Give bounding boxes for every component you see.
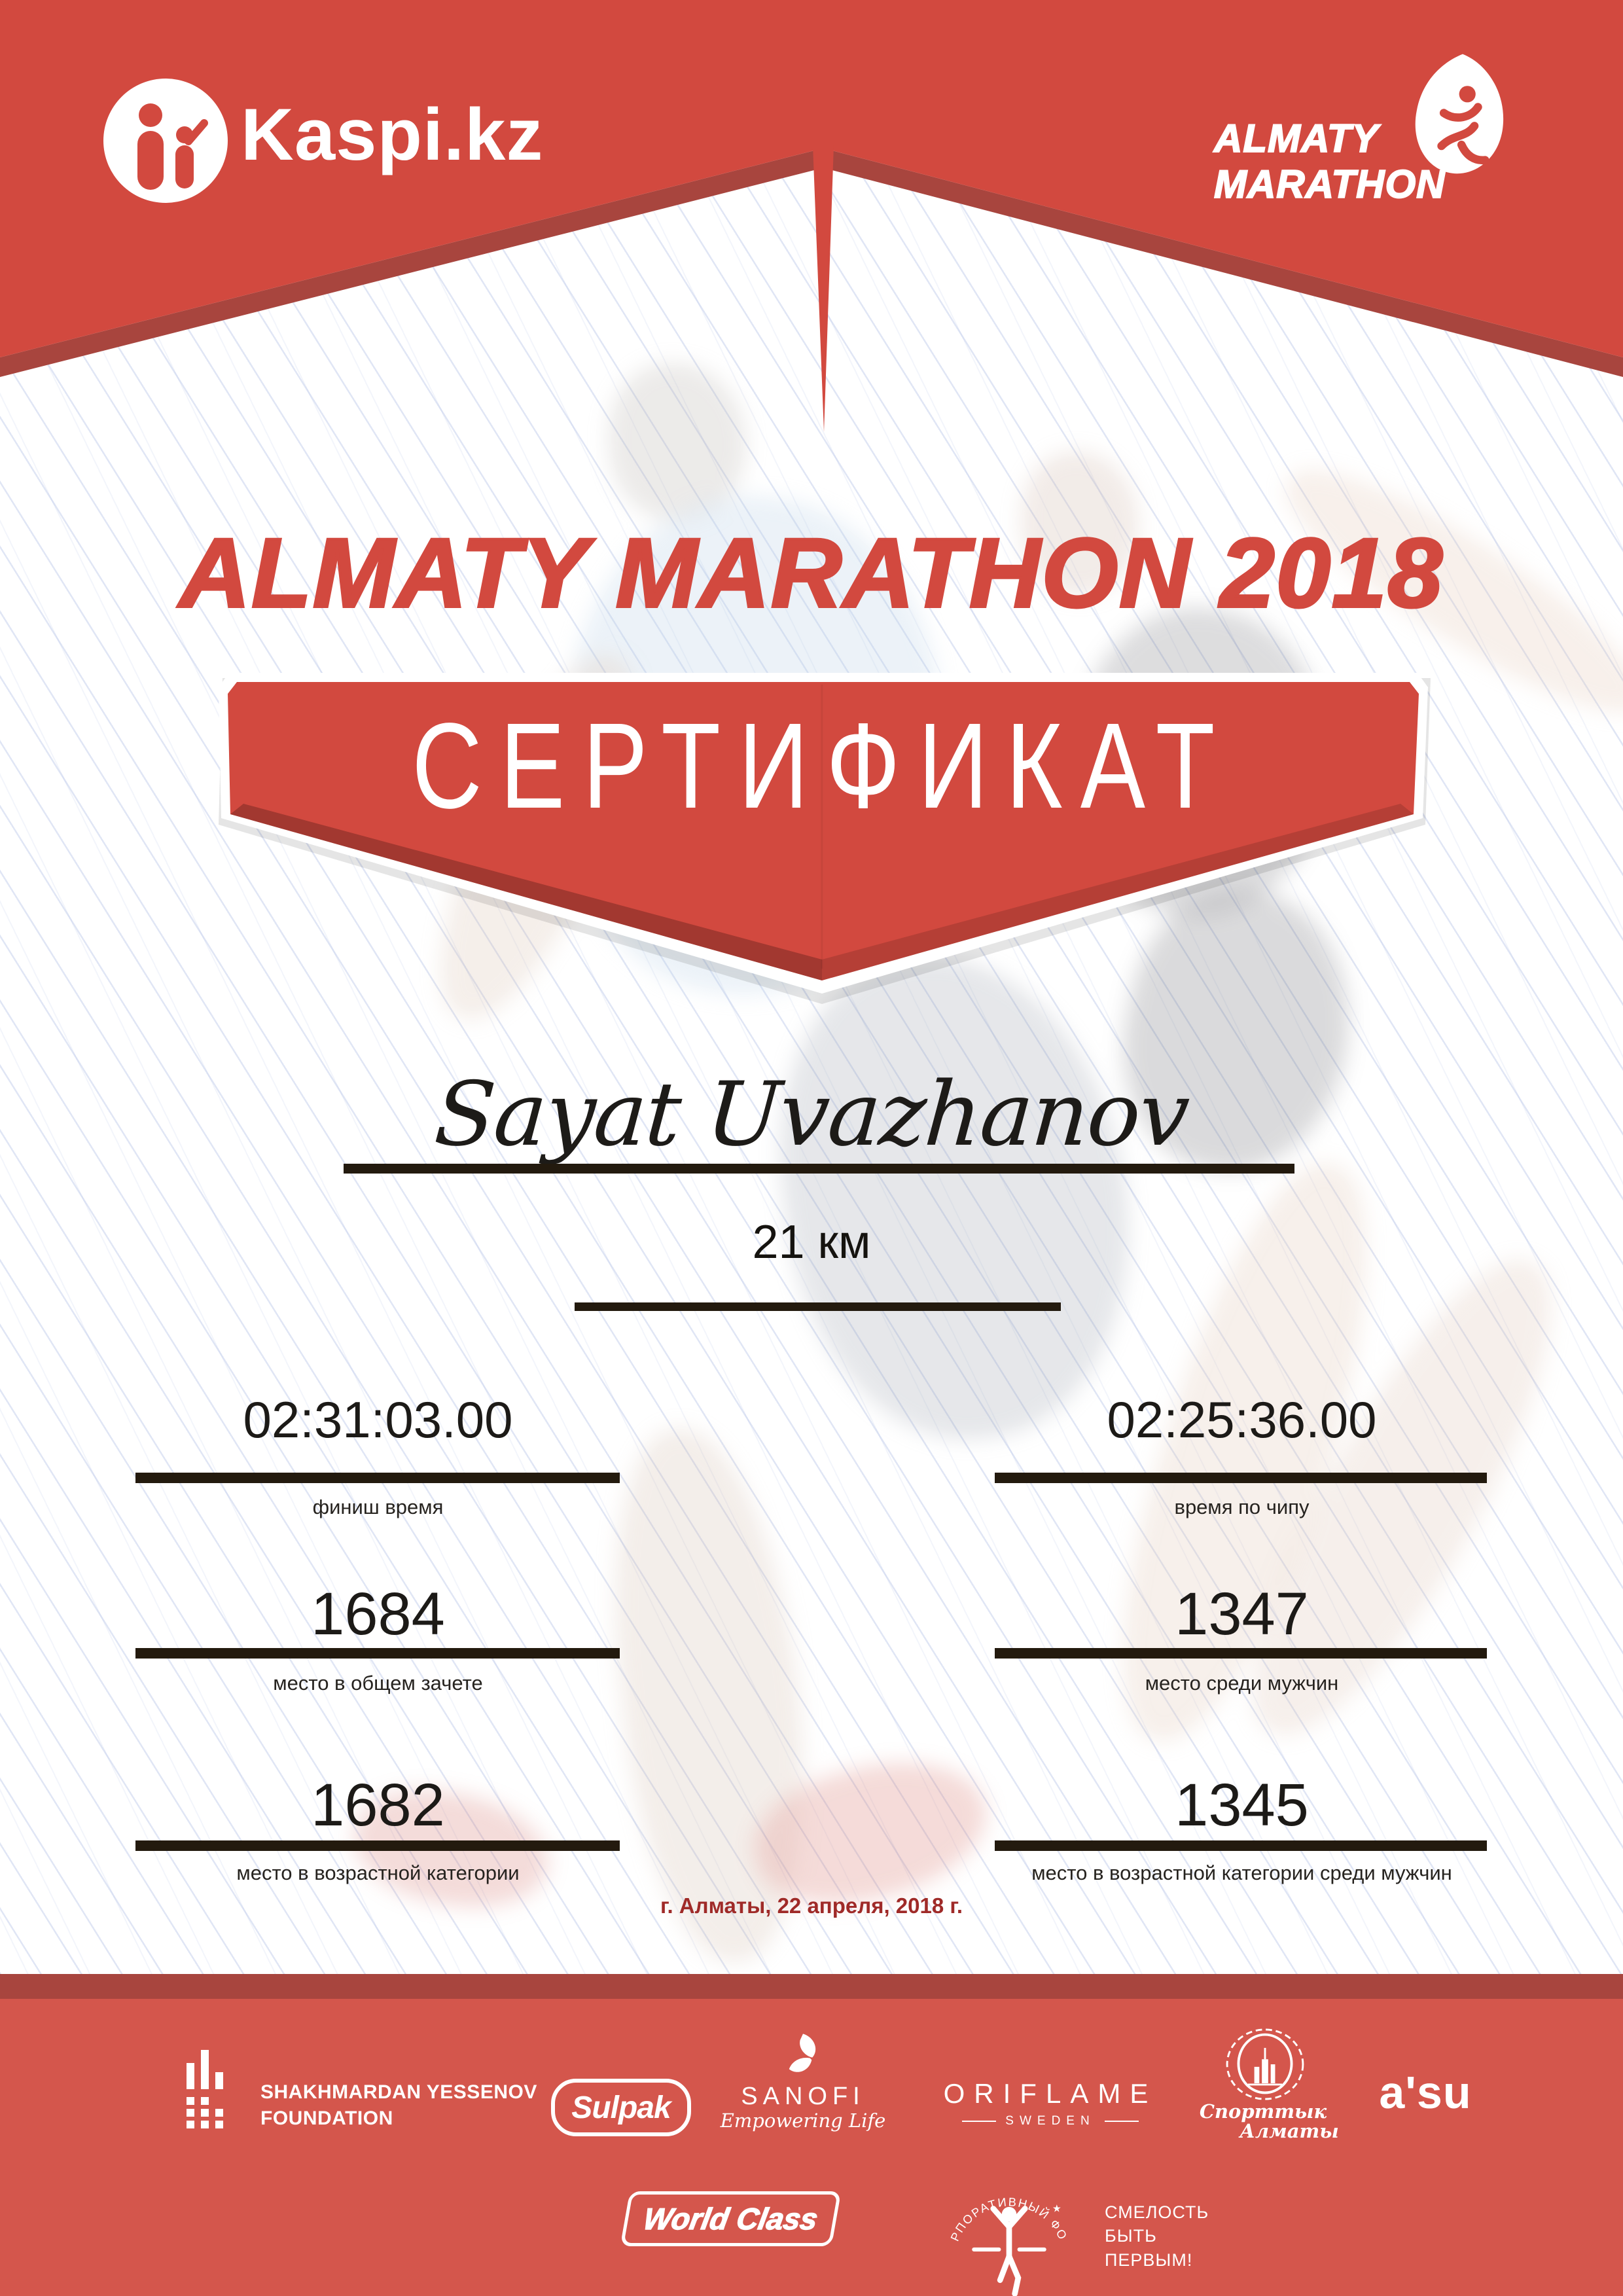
stat-rule — [995, 1473, 1487, 1483]
shield-body — [228, 682, 1419, 980]
fund-star: ★ — [1052, 2204, 1061, 2215]
teardrop-runner-icon — [1415, 54, 1504, 174]
sponsor-yessenov-line1: SHAKHMARDAN YESSENOV — [260, 2081, 537, 2103]
stat-rule — [995, 1648, 1487, 1659]
fund-slogan-line3: ПЕРВЫМ! — [1105, 2250, 1193, 2270]
fund-slogan-line2: БЫТЬ — [1105, 2226, 1157, 2246]
band-shadow-right — [827, 149, 1623, 377]
chip-time-label: время по чипу — [1174, 1496, 1310, 1518]
oriflame-sweden-label: SWEDEN — [1005, 2114, 1096, 2128]
sporttyk-line1: Спорттык — [1199, 2100, 1327, 2123]
event-logo-line2: MARATHON — [1213, 162, 1446, 206]
sponsor-sulpak: Sulpak — [551, 2079, 691, 2136]
band-shadow-left — [0, 149, 819, 377]
shield-inner-shadow-left — [230, 804, 822, 980]
recipient-name: Sayat Uvazhanov — [431, 1063, 1192, 1166]
bird-swoosh-icon — [789, 2034, 816, 2072]
male-place-label: место среди мужчин — [1145, 1672, 1339, 1695]
asu-wordmark: a'su — [1379, 2067, 1472, 2118]
age-male-place-value: 1345 — [1175, 1772, 1309, 1839]
world-class-wordmark: World Class — [641, 2201, 821, 2236]
certificate-shield — [219, 673, 1431, 1004]
bars-grid-icon — [187, 2050, 223, 2128]
overall-place-value: 1684 — [311, 1581, 445, 1647]
shield-inner-shadow-right — [822, 804, 1414, 980]
fund-slogan-line1: СМЕЛОСТЬ — [1105, 2202, 1209, 2222]
fund-slogan: СМЕЛОСТЬ БЫТЬ ПЕРВЫМ! — [1105, 2200, 1209, 2272]
event-date: г. Алматы, 22 апреля, 2018 г. — [660, 1893, 963, 1918]
footer-dark-stripe — [0, 1974, 1623, 1999]
photo-ghost — [609, 363, 746, 520]
photo-ghost — [1021, 452, 1139, 596]
sporttyk-line2: Алматы — [1240, 2120, 1339, 2142]
age-place-value: 1682 — [311, 1772, 445, 1839]
stat-rule — [135, 1648, 620, 1659]
age-male-place-label: место в возрастной категории среди мужчи… — [1031, 1861, 1452, 1884]
page-title: ALMATY MARATHON 2018 — [178, 518, 1444, 628]
city-emblem-icon — [1226, 2028, 1304, 2100]
distance-value: 21 км — [752, 1216, 871, 1268]
stat-rule — [995, 1840, 1487, 1851]
sanofi-wordmark: SANOFI — [741, 2083, 865, 2110]
male-place-value: 1347 — [1175, 1581, 1309, 1647]
kaspi-wordmark: Kaspi.kz — [241, 94, 544, 175]
oriflame-sweden-row: SWEDEN — [929, 2114, 1171, 2128]
sponsor-yessenov-line2: FOUNDATION — [260, 2108, 393, 2129]
chip-time-value: 02:25:36.00 — [1107, 1391, 1377, 1448]
sanofi-tagline: Empowering Life — [720, 2109, 886, 2132]
oriflame-wordmark: ORIFLAME — [943, 2078, 1158, 2109]
svg-text:КОРПОРАТИВНЫЙ ФОНД: КОРПОРАТИВНЫЙ ФОНД — [937, 2160, 1070, 2243]
name-underline — [344, 1164, 1294, 1174]
stat-rule — [135, 1840, 620, 1851]
stat-rule — [135, 1473, 620, 1483]
sponsor-world-class: World Class — [620, 2191, 842, 2246]
overall-place-label: место в общем зачете — [273, 1672, 483, 1695]
band-needle-spike — [813, 145, 834, 432]
header-band — [0, 0, 1623, 432]
certificate-label: СЕРТИФИКАТ — [412, 698, 1233, 834]
left-dash — [962, 2121, 997, 2122]
sulpak-wordmark: Sulpak — [571, 2090, 671, 2125]
fund-arc-text: КОРПОРАТИВНЫЙ ФОНД — [937, 2160, 1069, 2243]
age-place-label: место в возрастной категории — [236, 1861, 520, 1884]
finish-time-value: 02:31:03.00 — [243, 1391, 513, 1448]
finish-time-label: финиш время — [312, 1496, 444, 1518]
band-body — [0, 0, 1623, 357]
kaspi-people-icon — [103, 79, 228, 203]
runner-finish-tape-icon: КОРПОРАТИВНЫЙ ФОНД ★ — [937, 2160, 1070, 2296]
event-logo-line1: ALMATY — [1213, 117, 1379, 160]
right-dash — [1104, 2121, 1139, 2122]
distance-underline — [575, 1302, 1061, 1311]
